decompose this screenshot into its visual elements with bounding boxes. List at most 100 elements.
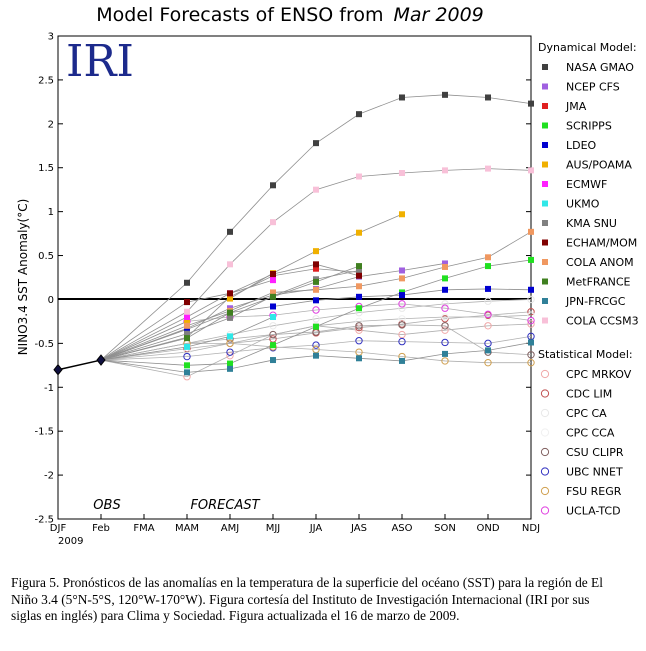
data-point [227, 261, 233, 268]
x-tick-label: Feb [92, 523, 110, 534]
series-jpn-frcgc [100, 339, 534, 376]
legend-entry-nasa-gmao: NASA GMAO [566, 61, 634, 74]
legend-entry-ukmo: UKMO [566, 198, 600, 211]
legend-swatch [542, 181, 548, 187]
data-point [485, 165, 491, 172]
y-tick-label: -0.5 [34, 339, 54, 350]
y-tick-label: 0 [48, 295, 54, 306]
legend-entry-jpn-frcgc: JPN-FRCGC [565, 295, 626, 308]
legend-swatch [542, 298, 548, 304]
data-point [313, 278, 319, 285]
data-point [184, 335, 190, 342]
data-point [355, 326, 363, 334]
series-line [100, 314, 532, 361]
x-tick-label: ASO [391, 523, 412, 534]
legend-entry-cola-anom: COLA ANOM [566, 256, 634, 269]
x-axis: DJF Feb FMA MAM AMJ MJJ JJA JAS ASO SON OND NDJ [50, 514, 540, 534]
legend-swatch [540, 408, 550, 418]
series-line [100, 335, 532, 361]
data-point [442, 275, 448, 282]
legend-swatch [542, 200, 548, 207]
series-line [100, 342, 532, 373]
data-point [399, 292, 405, 299]
data-point [442, 286, 448, 293]
data-point [442, 263, 448, 270]
legend-swatch [542, 278, 548, 285]
legend-entry-ncep-cfs: NCEP CFS [566, 81, 620, 94]
enso-forecast-chart: Model Forecasts of ENSO from Mar 2009 IR… [16, 4, 639, 547]
data-point [441, 326, 449, 334]
data-point [270, 277, 276, 284]
data-point [484, 313, 492, 321]
data-point [313, 286, 319, 293]
x-tick-label: DJF [50, 523, 67, 534]
y-axis: -2.5 -2 -1.5 -1 -0.5 0 0.5 1 1.5 2 2.5 3 [34, 32, 531, 526]
x-tick-label: NDJ [522, 523, 540, 534]
data-point [227, 309, 233, 316]
x-tick-label: JAS [350, 523, 367, 534]
x-tick-label: MJJ [266, 523, 281, 534]
data-point [441, 304, 449, 312]
data-point [312, 315, 320, 323]
data-point [184, 308, 190, 315]
legend-swatch [540, 486, 550, 496]
data-point [528, 100, 534, 107]
legend-swatch [542, 161, 548, 168]
data-point [485, 94, 491, 101]
data-point [184, 322, 190, 329]
data-point [313, 297, 319, 304]
data-point [441, 357, 449, 365]
observed-line [57, 359, 102, 371]
legend-swatch [542, 317, 548, 324]
series-nasa-gmao [100, 91, 534, 361]
legend-swatch [540, 369, 550, 379]
x-tick-label: JJA [309, 523, 323, 534]
data-point [226, 348, 234, 356]
data-point [313, 248, 319, 255]
data-point [184, 279, 190, 286]
data-point [227, 295, 233, 302]
data-point [227, 365, 233, 372]
obs-region-label: OBS [93, 498, 120, 513]
y-tick-label: 2 [48, 119, 54, 130]
data-point [356, 272, 362, 279]
series-scripps [100, 256, 534, 369]
legend-statistical-header: Statistical Model: [538, 348, 633, 361]
data-point [398, 337, 406, 346]
series-cpc-cca [100, 311, 535, 361]
data-point [484, 322, 492, 330]
x-tick-label: MAM [175, 523, 199, 534]
data-point [184, 369, 190, 376]
legend-swatch [542, 83, 548, 90]
data-point [184, 314, 190, 321]
data-point [356, 355, 362, 362]
data-point [485, 263, 491, 270]
figure-caption: Figura 5. Pronósticos de las anomalías e… [11, 575, 603, 624]
legend-entry-fsu-regr: FSU REGR [566, 485, 622, 498]
data-point [484, 297, 492, 305]
data-point [356, 267, 362, 274]
data-point [399, 211, 405, 218]
data-point [313, 323, 319, 330]
legend-entry-scripps: SCRIPPS [566, 120, 612, 133]
series-line [100, 259, 532, 366]
data-point [441, 338, 449, 347]
data-point [399, 267, 405, 274]
series-line [100, 303, 532, 361]
legend-dynamical-header: Dynamical Model: [538, 41, 637, 54]
data-point [356, 229, 362, 236]
legend-entry-ldeo: LDEO [566, 139, 597, 152]
data-point [355, 317, 363, 326]
data-point [441, 322, 449, 330]
data-point [184, 326, 190, 333]
legend-swatch [542, 64, 548, 70]
series-line [100, 231, 532, 361]
y-tick-label: -1 [44, 383, 54, 394]
data-point [442, 350, 448, 357]
data-point [442, 260, 448, 267]
x-tick-label: SON [434, 523, 456, 534]
legend-swatch [540, 467, 550, 476]
data-point [313, 352, 319, 359]
data-point [356, 283, 362, 290]
series-line [100, 168, 532, 361]
